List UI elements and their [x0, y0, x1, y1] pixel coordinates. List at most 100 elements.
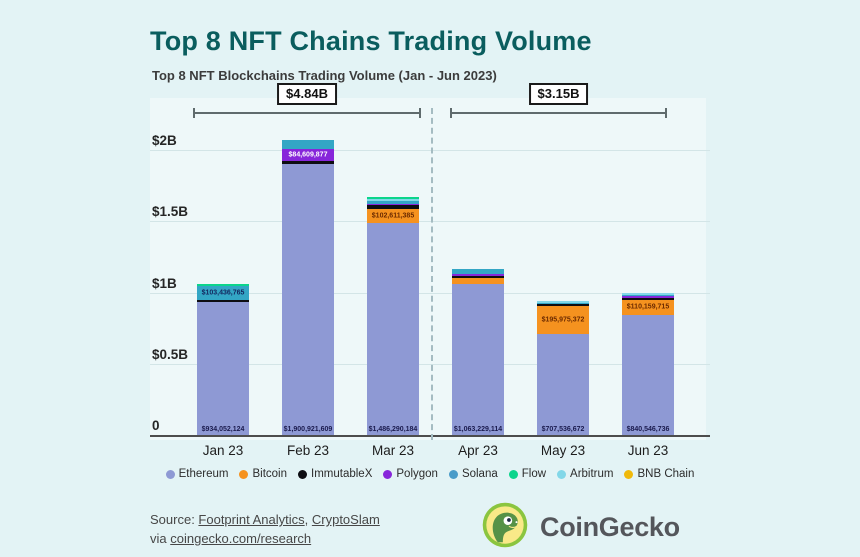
x-tick-jun-23: Jun 23	[627, 443, 669, 458]
legend-item-ethereum: Ethereum	[165, 468, 228, 480]
solana-segment	[282, 139, 334, 149]
bar-mar-23: $1,486,290,184 $102,611,385	[367, 196, 419, 435]
segment-value-label: $934,052,124	[201, 426, 245, 433]
arbitrum-segment	[537, 301, 589, 303]
h1-total-label: $4.84B	[277, 83, 337, 105]
polygon-segment	[367, 203, 419, 206]
legend-label: Arbitrum	[570, 468, 614, 480]
arbitrum-segment	[367, 198, 419, 201]
legend-label: Solana	[461, 468, 498, 480]
plot-area: $2B $1.5B $1B $0.5B 0 $934,052,124 $103,436,76…	[150, 130, 710, 437]
legend-dot-icon	[239, 469, 249, 479]
segment-value-label: $195,975,372	[541, 316, 585, 324]
bitcoin-segment: $195,975,372	[537, 306, 589, 335]
y-tick-label: 0	[152, 418, 160, 433]
legend-item-immutablex: ImmutableX	[298, 468, 372, 480]
legend-label: BNB Chain	[637, 468, 695, 480]
footprint-analytics-link[interactable]: Footprint Analytics	[198, 512, 305, 527]
chart-legend: Ethereum Bitcoin ImmutableX Polygon Solana Fl…	[150, 468, 710, 480]
segment-value-label: $707,536,672	[541, 426, 585, 433]
bar-jun-23: $840,546,736 $110,159,715	[622, 293, 674, 435]
legend-item-flow: Flow	[508, 468, 547, 480]
solana-segment	[537, 302, 589, 305]
ethereum-segment: $1,063,229,114	[452, 283, 504, 435]
solana-segment	[452, 269, 504, 274]
immutablex-segment	[537, 304, 589, 307]
half-year-separator-line	[431, 108, 433, 440]
ethereum-segment: $934,052,124	[197, 301, 249, 435]
ethereum-segment: $1,486,290,184	[367, 223, 419, 435]
flow-segment	[367, 196, 419, 199]
segment-value-label: $840,546,736	[626, 426, 670, 433]
legend-item-polygon: Polygon	[383, 468, 438, 480]
coingecko-gecko-icon	[482, 502, 528, 553]
x-tick-mar-23: Mar 23	[371, 443, 415, 458]
gridline-1b	[150, 292, 710, 294]
segment-value-label: $1,900,921,609	[283, 426, 333, 433]
source-prefix: Source:	[150, 512, 199, 527]
x-tick-feb-23: Feb 23	[286, 443, 330, 458]
bar-apr-23: $1,063,229,114	[452, 269, 504, 435]
flow-segment	[197, 283, 249, 286]
coingecko-research-link[interactable]: coingecko.com/research	[170, 531, 312, 546]
page-title: Top 8 NFT Chains Trading Volume	[150, 26, 592, 56]
gridline-1.5b	[150, 221, 710, 223]
chart-subtitle: Top 8 NFT Blockchains Trading Volume (Ja…	[152, 68, 497, 83]
y-tick-label: $2B	[152, 133, 177, 148]
bitcoin-segment: $102,611,385	[367, 208, 419, 224]
gridline-2b	[150, 150, 710, 151]
solana-segment	[622, 294, 674, 297]
bar-feb-23: $1,900,921,609 $84,609,877	[282, 139, 334, 435]
legend-dot-icon	[383, 469, 393, 479]
segment-value-label: $102,611,385	[371, 212, 415, 220]
segment-value-label: $1,063,229,114	[453, 426, 503, 433]
via-prefix: via	[150, 531, 171, 546]
h1-total-bracket: $4.84B	[193, 83, 421, 118]
immutablex-segment	[452, 275, 504, 279]
legend-dot-icon	[557, 469, 567, 479]
legend-label: Flow	[521, 468, 547, 480]
legend-dot-icon	[448, 469, 458, 479]
x-tick-jan-23: Jan 23	[202, 443, 244, 458]
x-axis-line	[150, 435, 710, 437]
legend-dot-icon	[298, 469, 308, 479]
immutablex-segment	[622, 297, 674, 300]
h2-total-label: $3.15B	[528, 83, 589, 105]
coingecko-logo-text: CoinGecko	[540, 512, 680, 542]
bitcoin-segment: $110,159,715	[622, 299, 674, 316]
immutablex-segment	[367, 205, 419, 209]
segment-value-label: $110,159,715	[626, 303, 670, 311]
polygon-segment	[452, 273, 504, 276]
polygon-segment: $84,609,877	[282, 148, 334, 161]
legend-label: Bitcoin	[252, 468, 288, 480]
polygon-segment	[622, 296, 674, 298]
immutablex-segment	[197, 300, 249, 302]
bar-jan-23: $934,052,124 $103,436,765	[197, 283, 249, 435]
cryptoslam-link[interactable]: CryptoSlam	[311, 512, 380, 527]
y-tick-label: $1.5B	[152, 204, 189, 220]
x-tick-apr-23: Apr 23	[458, 443, 498, 458]
source-separator: ,	[304, 512, 312, 527]
legend-label: ImmutableX	[311, 468, 373, 480]
legend-item-bnb-chain: BNB Chain	[624, 468, 694, 480]
arbitrum-segment	[622, 293, 674, 295]
bar-may-23: $707,536,672 $195,975,372	[537, 301, 589, 435]
immutablex-segment	[282, 160, 334, 165]
solana-segment: $103,436,765	[197, 285, 249, 301]
legend-item-solana: Solana	[448, 468, 498, 480]
h2-bracket-line	[450, 108, 667, 118]
segment-value-label: $84,609,877	[288, 151, 328, 159]
legend-dot-icon	[508, 469, 518, 479]
x-tick-may-23: May 23	[540, 443, 586, 458]
legend-label: Polygon	[396, 468, 438, 480]
y-tick-label: $1B	[152, 275, 177, 291]
legend-item-bitcoin: Bitcoin	[239, 468, 287, 480]
h1-bracket-line	[193, 108, 421, 118]
h2-total-bracket: $3.15B	[450, 83, 667, 118]
bitcoin-segment	[452, 278, 504, 284]
solana-segment	[367, 200, 419, 204]
legend-item-arbitrum: Arbitrum	[557, 468, 613, 480]
legend-dot-icon	[165, 469, 175, 479]
ethereum-segment: $1,900,921,609	[282, 164, 334, 435]
